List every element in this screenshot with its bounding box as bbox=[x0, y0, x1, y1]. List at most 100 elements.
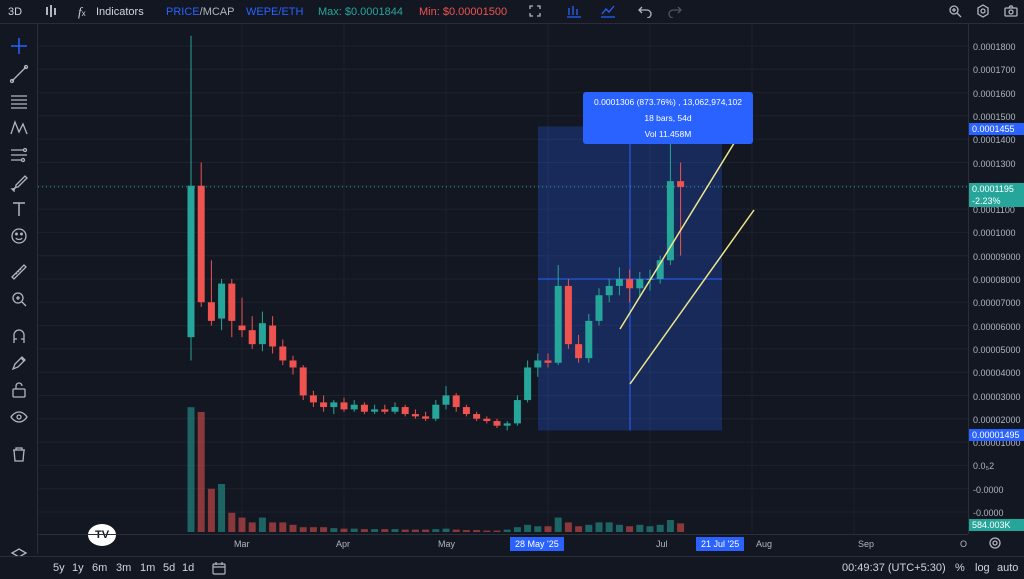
volume-bar bbox=[371, 529, 379, 532]
candle-body bbox=[350, 404, 358, 410]
candle-body bbox=[656, 260, 664, 279]
price-tick: 0.0001000 bbox=[973, 228, 1016, 239]
text-tool-icon[interactable] bbox=[9, 199, 29, 219]
max-price: Max: $0.0001844 bbox=[318, 6, 404, 18]
candle-body bbox=[513, 400, 521, 424]
range-5y[interactable]: 5y bbox=[53, 562, 65, 574]
horizontal-lines-icon[interactable] bbox=[9, 91, 29, 111]
range-6m[interactable]: 6m bbox=[92, 562, 108, 574]
candle-body bbox=[544, 360, 552, 363]
axis-settings-icon[interactable] bbox=[988, 536, 1002, 553]
range-1y[interactable]: 1y bbox=[72, 562, 84, 574]
interval-button[interactable]: 3D bbox=[8, 6, 23, 18]
candle-body bbox=[554, 285, 562, 363]
candle-body bbox=[299, 367, 307, 396]
candle-body bbox=[442, 395, 450, 405]
candle-body bbox=[269, 325, 277, 347]
eye-icon[interactable] bbox=[9, 407, 29, 427]
compare-symbol-icon[interactable] bbox=[44, 4, 58, 20]
mode-mcap[interactable]: MCAP bbox=[202, 6, 235, 18]
volume-bar bbox=[575, 526, 583, 532]
bottom-toolbar: 5y 1y 6m 3m 1m 5d 1d 00:49:37 (UTC+5:30)… bbox=[0, 556, 1024, 579]
price-tick: 0.0₅2 bbox=[973, 461, 995, 472]
price-axis[interactable]: 0.0001800 0.0001700 0.0001600 0.0001500 0.00… bbox=[968, 24, 1024, 534]
price-tick: 0.0001800 bbox=[973, 42, 1016, 52]
trend-line-icon[interactable] bbox=[9, 64, 29, 84]
volume-bar bbox=[646, 526, 654, 532]
trash-icon[interactable] bbox=[9, 444, 29, 464]
candle-body bbox=[503, 423, 511, 426]
crosshair-icon[interactable] bbox=[9, 36, 29, 56]
candle-body bbox=[330, 402, 338, 408]
price-tick: 0.00003000 bbox=[973, 391, 1021, 402]
candle-body bbox=[585, 320, 593, 359]
price-tick: 0.0001300 bbox=[973, 158, 1016, 169]
candle-body bbox=[279, 346, 287, 361]
redo-icon[interactable] bbox=[668, 4, 682, 20]
indicators-icon[interactable]: fx bbox=[78, 4, 86, 19]
forecast-tool-icon[interactable] bbox=[9, 145, 29, 165]
volume-bar bbox=[330, 528, 338, 532]
range-3m[interactable]: 3m bbox=[116, 562, 132, 574]
mode-separator: / bbox=[199, 6, 203, 18]
volume-bar bbox=[473, 530, 481, 532]
mode-price[interactable]: PRICE bbox=[166, 6, 200, 18]
auto-toggle[interactable]: auto bbox=[997, 562, 1019, 574]
volume-label: 584.003K bbox=[969, 519, 1024, 531]
camera-icon[interactable] bbox=[1004, 4, 1018, 20]
candle-body bbox=[401, 407, 409, 415]
candle-body bbox=[615, 278, 623, 286]
measure-volume: Vol 11.458M bbox=[644, 129, 692, 139]
candle-body bbox=[462, 407, 470, 415]
goto-date-icon[interactable] bbox=[212, 561, 226, 578]
lock-pencil-icon[interactable] bbox=[9, 353, 29, 373]
volume-bar bbox=[462, 530, 470, 532]
price-tick: -0.0000 bbox=[973, 508, 1004, 518]
candle-body bbox=[677, 181, 685, 187]
time-label-apr: Apr bbox=[336, 539, 351, 549]
range-1m[interactable]: 1m bbox=[140, 562, 156, 574]
log-toggle[interactable]: log bbox=[975, 562, 990, 574]
volume-bar bbox=[615, 524, 623, 532]
price-mcap-toggle[interactable]: PRICE/MCAP bbox=[166, 4, 234, 20]
magnet-icon[interactable] bbox=[9, 326, 29, 346]
volume-bar bbox=[422, 529, 430, 532]
time-axis[interactable]: Mar Apr May 28 May '25 Jul 21 Jul '25 Au… bbox=[38, 534, 968, 554]
range-1d[interactable]: 1d bbox=[182, 562, 195, 574]
volume-bar bbox=[442, 528, 450, 532]
candle-body bbox=[605, 285, 613, 296]
chart-pane[interactable]: 0.0001306 (873.76%) , 13,062,974,102 18 … bbox=[38, 24, 968, 546]
tradingview-logo[interactable]: TV bbox=[88, 524, 116, 546]
price-tick: 0.0001400 bbox=[973, 135, 1016, 146]
price-change-value: -2.23% bbox=[972, 196, 1001, 206]
line-chart-icon[interactable] bbox=[600, 4, 616, 20]
pattern-tool-icon[interactable] bbox=[9, 118, 29, 138]
symbol-pair[interactable]: WEPE/ETH bbox=[246, 6, 304, 18]
settings-gear-icon[interactable] bbox=[976, 4, 990, 20]
clock-timezone[interactable]: 00:49:37 (UTC+5:30) bbox=[842, 562, 946, 574]
last-price-label: 0.0001195 -2.23% bbox=[969, 183, 1024, 207]
candle-body bbox=[228, 283, 236, 321]
percent-toggle[interactable]: % bbox=[955, 562, 965, 574]
range-5d[interactable]: 5d bbox=[163, 562, 176, 574]
time-label-aug: Aug bbox=[756, 539, 773, 549]
chart-type-icon[interactable] bbox=[566, 4, 582, 20]
undo-icon[interactable] bbox=[638, 4, 652, 20]
search-zoom-icon[interactable] bbox=[948, 4, 962, 20]
volume-bar bbox=[309, 527, 317, 532]
price-chart[interactable] bbox=[38, 24, 968, 534]
candle-body bbox=[320, 402, 328, 408]
price-tick: 0.0001100 bbox=[973, 205, 1015, 216]
last-price-value: 0.0001195 bbox=[972, 184, 1014, 194]
volume-bar bbox=[595, 522, 603, 532]
ruler-icon[interactable] bbox=[9, 262, 29, 282]
volume-bar bbox=[524, 524, 532, 532]
candle-body bbox=[422, 416, 430, 419]
volume-bar bbox=[238, 517, 246, 532]
unlock-icon[interactable] bbox=[9, 380, 29, 400]
zoom-in-icon[interactable] bbox=[9, 289, 29, 309]
brush-icon[interactable] bbox=[9, 172, 29, 193]
fullscreen-icon[interactable] bbox=[528, 4, 542, 20]
emoji-icon[interactable] bbox=[9, 226, 29, 246]
indicators-button[interactable]: Indicators bbox=[96, 6, 144, 18]
